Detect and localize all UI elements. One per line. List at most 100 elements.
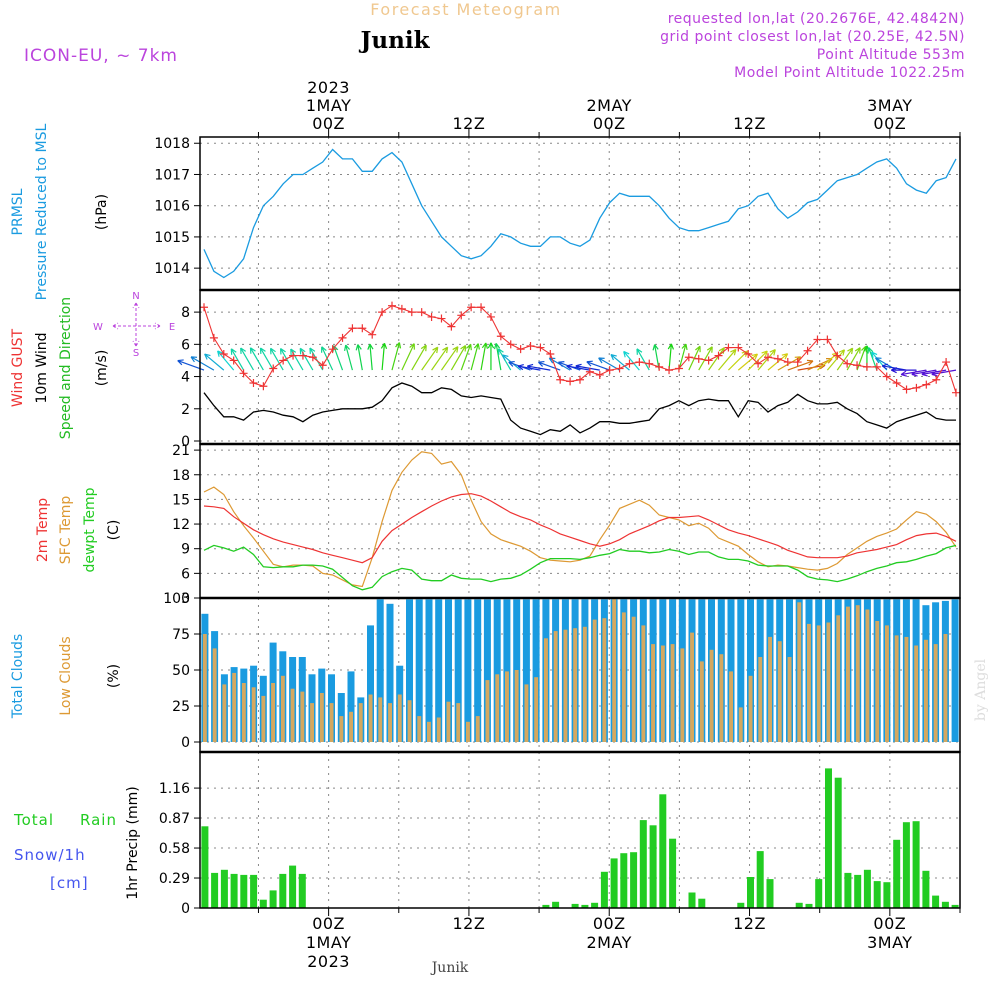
wind-direction-arrow — [698, 346, 713, 371]
wind-gust-marker — [486, 312, 495, 321]
wind-gust-marker — [447, 322, 456, 331]
total-clouds-bar — [483, 599, 491, 742]
wind-direction-arrow — [502, 354, 522, 371]
wind-gust-marker — [704, 356, 713, 365]
low-clouds-bar — [768, 636, 772, 742]
wind-gust-marker — [734, 343, 743, 352]
precip-bar — [922, 870, 930, 908]
clouds-title-total: Total Clouds — [10, 634, 26, 719]
top-time-label: 00Z — [593, 114, 626, 133]
low-clouds-bar — [300, 691, 305, 742]
bottom-time-label: 3MAY — [867, 933, 912, 952]
wind-gust-marker — [724, 343, 733, 352]
wind-direction-arrow — [537, 360, 561, 371]
low-clouds-bar — [475, 716, 480, 742]
precip-ytick-label: 0.29 — [159, 871, 190, 887]
low-clouds-bar — [729, 671, 733, 742]
total-clouds-bar — [347, 671, 355, 742]
precip-bar — [805, 903, 813, 908]
temp-ytick-label: 18 — [172, 468, 190, 484]
pressure-ytick-label: 1018 — [154, 136, 190, 152]
wind-gust-marker — [823, 335, 832, 344]
point-altitude: Point Altitude 553m — [817, 47, 965, 63]
total-clouds-bar — [493, 599, 501, 742]
low-clouds-bar — [427, 721, 431, 742]
low-clouds-bar — [582, 626, 587, 742]
wind-gust-marker — [803, 346, 812, 355]
low-clouds-bar — [388, 703, 392, 742]
wind-ytick-label: 8 — [181, 305, 190, 321]
location-title: Junik — [359, 27, 431, 54]
low-clouds-bar — [924, 639, 928, 742]
footer-location: Junik — [430, 960, 469, 976]
total-clouds-bar — [737, 599, 745, 742]
wind-gust-marker — [417, 308, 426, 317]
low-clouds-bar — [407, 700, 412, 742]
total-clouds-bar — [406, 599, 413, 742]
precip-bar — [279, 873, 287, 908]
precip-bar — [211, 872, 219, 908]
wind-direction-arrow — [431, 346, 449, 371]
total-clouds-bar — [951, 599, 959, 742]
wind-direction-arrow — [480, 342, 489, 371]
wind-gust-marker — [298, 351, 307, 360]
precip-bar — [863, 869, 871, 909]
wind-direction-arrow — [667, 343, 675, 371]
temp-2m-line — [203, 493, 957, 564]
wind-unit: (m/s) — [94, 350, 110, 387]
low-clouds-bar — [816, 625, 821, 742]
precip-bar — [669, 838, 677, 908]
wind-direction-arrow — [259, 347, 274, 371]
low-clouds-bar — [719, 654, 724, 742]
low-clouds-bar — [651, 644, 655, 742]
low-clouds-bar — [446, 701, 451, 742]
wind-gust-marker — [229, 356, 238, 365]
wind-direction-arrow — [652, 344, 660, 371]
total-clouds-bar — [454, 599, 462, 742]
wind-direction-arrow — [249, 347, 264, 371]
wind-gust-marker — [635, 358, 644, 367]
low-clouds-bar — [738, 707, 743, 742]
temp-ytick-label: 3 — [181, 591, 190, 607]
low-clouds-bar — [212, 648, 217, 742]
low-clouds-bar — [904, 636, 909, 742]
low-clouds-bar — [456, 703, 461, 742]
compass-s: S — [133, 348, 139, 359]
precip-bar — [620, 853, 628, 908]
wind-gust-marker — [645, 359, 654, 368]
clouds-ytick-label: 100 — [163, 591, 190, 607]
total-clouds-bar — [503, 599, 511, 742]
low-clouds-bar — [894, 635, 899, 742]
wind-gust-marker — [605, 366, 614, 375]
temp-axis-title: 2m Temp SFC Temp dewpt Temp (C) — [35, 487, 122, 572]
low-clouds-bar — [748, 675, 753, 742]
total-clouds-bar — [445, 599, 452, 742]
low-clouds-bar — [378, 697, 383, 742]
pressure-title-2: Pressure Reduced to MSL — [34, 123, 50, 300]
precip-bar — [600, 871, 608, 908]
wind-direction-arrow — [826, 349, 846, 371]
grid-point-coords: grid point closest lon,lat (20.25E, 42.5… — [660, 29, 965, 45]
precip-rain-label: Rain — [80, 811, 117, 829]
clouds-axis-title: Total Clouds Low Clouds (%) — [10, 634, 122, 719]
total-clouds-bar — [425, 599, 433, 742]
wind-direction-arrow — [344, 344, 354, 371]
pressure-ytick-label: 1014 — [154, 261, 190, 277]
temp-panel-frame — [199, 443, 961, 599]
wind-direction-arrow — [279, 347, 294, 371]
precip-bar — [825, 768, 832, 908]
model-label: ICON-EU, ~ 7km — [24, 46, 178, 66]
precip-bar — [220, 869, 228, 909]
low-clouds-bar — [592, 619, 597, 742]
wind-direction-arrow — [890, 366, 917, 374]
low-clouds-bar — [602, 618, 607, 742]
low-clouds-bar — [885, 625, 889, 742]
low-clouds-bar — [690, 632, 694, 742]
precip-bar — [630, 852, 638, 908]
temp-ytick-label: 9 — [181, 542, 190, 558]
low-clouds-bar — [436, 717, 441, 742]
precip-bar — [795, 902, 803, 908]
wind-gust-marker — [239, 369, 248, 378]
wind-gust-marker — [516, 345, 525, 354]
credit-watermark: by Angel — [973, 658, 989, 721]
